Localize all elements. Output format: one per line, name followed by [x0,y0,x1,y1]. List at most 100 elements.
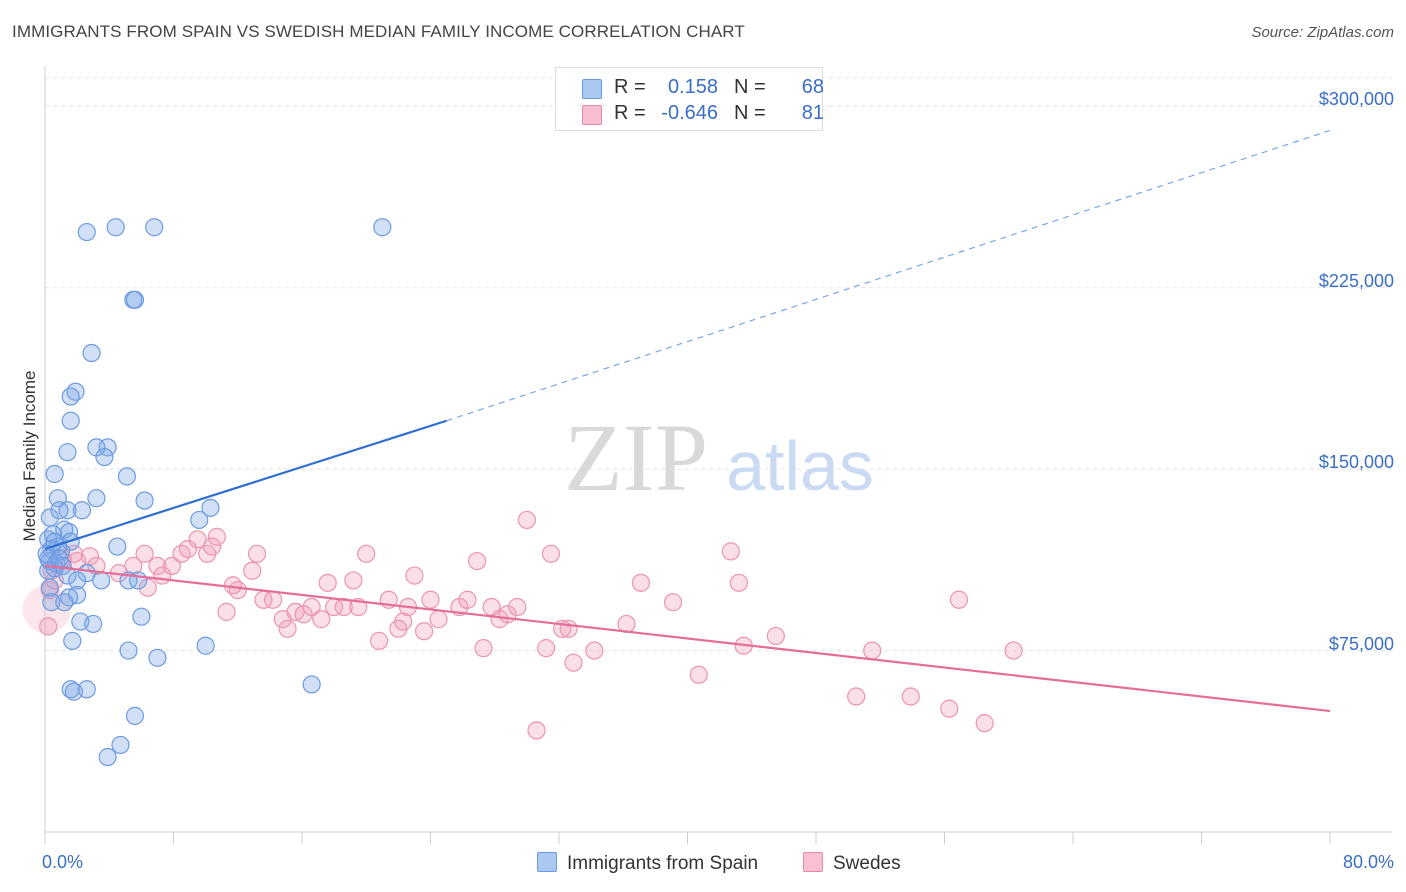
data-point [190,510,209,530]
data-point [207,527,226,546]
data-point [863,641,882,660]
legend-swatch-swedes [582,105,602,125]
legend-swatch-swedes [803,852,823,872]
data-point [50,549,69,568]
data-point [106,218,125,237]
series-swedes-points [22,510,1023,740]
r-label: R = [614,76,646,98]
data-point [129,571,148,590]
data-point [559,619,578,638]
data-point [61,680,80,699]
data-point [302,675,321,694]
data-point [135,491,154,510]
r-label: R = [614,102,646,124]
data-point [58,443,77,462]
data-point [302,597,321,617]
data-point [45,464,64,484]
data-point [95,447,114,467]
data-point [61,387,80,406]
data-point [55,593,74,612]
data-point [1004,641,1023,660]
data-point [132,607,151,626]
data-point [228,580,247,600]
data-point [729,573,749,592]
data-point [334,597,353,617]
data-point [108,537,127,556]
data-point [39,617,58,636]
data-point [87,489,106,508]
data-point [125,290,145,309]
n-label: N = [734,102,766,124]
data-point [188,530,207,549]
data-point [50,501,69,520]
data-point [148,556,167,576]
y-tick-label-300000: $300,000 [1318,89,1394,110]
x-tick-label-min: 0.0% [42,852,84,872]
data-point [77,564,96,583]
data-point [61,411,80,430]
data-point [201,498,220,517]
data-point [312,610,331,629]
data-point [537,639,556,658]
data-point [373,218,392,237]
chart-title: IMMIGRANTS FROM SPAIN VS SWEDISH MEDIAN … [12,22,745,41]
data-point [901,687,920,706]
data-point [474,639,493,658]
data-point [949,590,969,609]
data-point [82,343,101,363]
legend-item-spain[interactable]: Immigrants from Spain [537,852,758,875]
data-point [527,721,546,740]
data-point [405,566,424,585]
data-point [467,551,487,571]
series-spain-points [37,218,392,767]
data-point [135,544,154,563]
data-point [429,610,448,629]
y-tick-label-150000: $150,000 [1318,452,1394,473]
legend-item-swedes[interactable]: Swedes [803,852,901,875]
n-value: 81 [801,102,824,124]
legend-label-swedes: Swedes [833,853,901,874]
data-point [63,631,82,650]
data-point [458,590,477,609]
data-point [117,467,137,486]
data-point [721,542,740,561]
n-label: N = [734,76,766,98]
data-point [202,537,222,556]
data-point [68,571,87,590]
x-tick-label-max: 80.0% [1342,852,1394,872]
y-tick-label-75000: $75,000 [1328,633,1394,654]
watermark-zip: ZIP [564,404,708,511]
r-value: -0.646 [661,102,718,124]
data-point [124,556,143,576]
data-point [975,714,994,733]
data-point [508,597,527,617]
legend-label-spain: Immigrants from Spain [567,853,759,874]
data-point [84,614,103,634]
data-point [64,682,84,701]
data-point [344,571,363,590]
data-point [77,222,96,242]
data-point [663,593,683,612]
data-point [138,578,157,597]
data-point [585,641,604,660]
watermark-atlas: atlas [726,427,874,505]
data-point [42,593,61,612]
data-point [111,735,130,755]
data-point [370,631,389,650]
data-point [541,544,561,563]
data-point [92,571,111,590]
data-point [564,653,583,672]
trend-lines [44,129,1331,713]
r-value: 0.158 [667,76,718,98]
data-point [196,636,215,655]
data-point [162,556,181,576]
data-point [318,573,337,592]
data-point [263,590,283,609]
data-point [98,438,117,457]
data-point [178,539,198,559]
y-tick-label-225000: $225,000 [1318,270,1394,291]
data-point [145,218,164,237]
watermark: ZIP atlas [564,404,874,511]
stats-legend: R = 0.158 N = 68 R = -0.646 N = 81 [555,67,824,131]
